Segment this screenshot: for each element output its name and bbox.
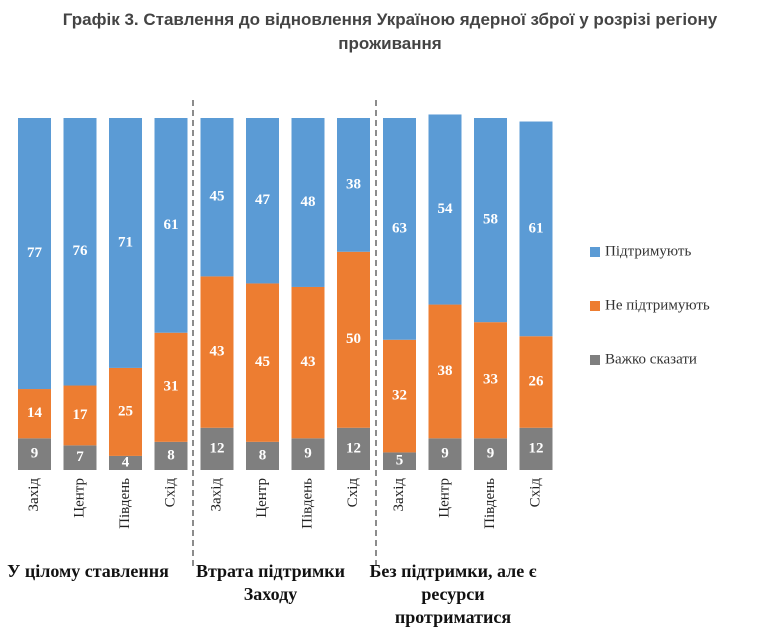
- bar-segment: [428, 438, 462, 470]
- bar-segment: [291, 286, 325, 439]
- bar-segment: [63, 445, 97, 470]
- x-tick-label: Схід: [162, 478, 178, 508]
- group-label: Без підтримки, але є ресурси протриматис…: [369, 561, 537, 627]
- x-tick-label: Захід: [391, 478, 407, 512]
- x-tick-label: Захід: [208, 478, 224, 512]
- value-label: 8: [167, 447, 175, 463]
- bar-segment: [383, 118, 416, 340]
- value-label: 9: [304, 446, 312, 462]
- value-label: 26: [529, 373, 545, 389]
- x-tick-label: Південь: [482, 478, 498, 529]
- value-label: 43: [210, 344, 225, 360]
- value-label: 61: [529, 220, 544, 236]
- bar-segment: [63, 118, 97, 386]
- value-label: 38: [438, 363, 453, 379]
- bar-segment: [154, 332, 188, 442]
- bar-segment: [474, 118, 507, 323]
- value-label: 31: [164, 379, 179, 395]
- value-label: 25: [118, 403, 133, 419]
- value-label: 17: [73, 407, 89, 423]
- value-label: 63: [392, 220, 407, 236]
- bar-segment: [337, 118, 370, 252]
- legend-label: Підтримують: [605, 243, 691, 259]
- bar-segment: [200, 427, 234, 470]
- value-label: 61: [164, 217, 179, 233]
- bar-segment: [109, 367, 142, 456]
- value-label: 8: [259, 447, 267, 463]
- legend-label: Важко сказати: [605, 351, 697, 367]
- bar-segment: [154, 441, 188, 470]
- bar-segment: [428, 114, 462, 305]
- value-label: 9: [441, 446, 449, 462]
- value-label: 71: [118, 234, 133, 250]
- legend-swatch: [590, 247, 600, 257]
- value-label: 33: [483, 372, 498, 388]
- bar-segment: [383, 452, 416, 470]
- bar-segment: [246, 118, 279, 284]
- bar-segment: [200, 276, 234, 428]
- x-tick-label: Центр: [254, 478, 270, 518]
- value-label: 12: [346, 440, 361, 456]
- bar-segment: [291, 438, 325, 470]
- bar-segment: [337, 251, 370, 428]
- bar-segment: [246, 441, 279, 470]
- bar-segment: [337, 427, 370, 470]
- value-label: 9: [31, 446, 39, 462]
- x-tick-label: Схід: [527, 478, 543, 508]
- bar-segment: [291, 118, 325, 287]
- value-label: 47: [255, 192, 271, 208]
- bar-segment: [519, 427, 553, 470]
- bar-segment: [154, 118, 188, 333]
- x-tick-label: Схід: [345, 478, 361, 508]
- bar-segment: [18, 118, 51, 390]
- bar-segment: [109, 118, 142, 368]
- value-label: 4: [122, 454, 130, 470]
- bar-segment: [474, 438, 507, 470]
- bar-segment: [519, 336, 553, 428]
- x-tick-label: Захід: [26, 478, 42, 512]
- value-label: 50: [346, 331, 361, 347]
- value-label: 38: [346, 176, 361, 192]
- value-label: 77: [27, 245, 43, 261]
- bar-segment: [18, 438, 51, 470]
- value-label: 48: [301, 194, 316, 210]
- bar-segment: [246, 283, 279, 442]
- value-label: 45: [210, 189, 225, 205]
- value-label: 12: [529, 440, 544, 456]
- x-tick-label: Центр: [436, 478, 452, 518]
- x-tick-label: Центр: [71, 478, 87, 518]
- value-label: 9: [487, 446, 495, 462]
- group-label: У цілому ставлення: [7, 561, 169, 581]
- x-tick-label: Південь: [117, 478, 133, 529]
- value-label: 12: [210, 440, 225, 456]
- value-label: 7: [76, 449, 84, 465]
- value-label: 14: [27, 405, 43, 421]
- chart-title: Графік 3. Ставлення до відновлення Украї…: [62, 10, 718, 53]
- legend-swatch: [590, 301, 600, 311]
- value-label: 32: [392, 388, 407, 404]
- bar-segment: [63, 385, 97, 446]
- value-label: 5: [396, 453, 404, 469]
- value-label: 43: [301, 354, 316, 370]
- value-label: 76: [73, 243, 89, 259]
- value-label: 54: [438, 201, 454, 217]
- bar-segment: [200, 118, 234, 277]
- bar-segment: [109, 455, 142, 470]
- bar-segment: [383, 339, 416, 453]
- value-label: 58: [483, 212, 498, 228]
- bar-segment: [428, 304, 462, 439]
- group-label: Втрата підтримки Заходу: [195, 561, 346, 604]
- legend-label: Не підтримують: [605, 297, 710, 313]
- value-label: 45: [255, 354, 270, 370]
- legend-swatch: [590, 355, 600, 365]
- x-tick-label: Південь: [299, 478, 315, 529]
- bar-segment: [519, 121, 553, 337]
- bar-segment: [474, 322, 507, 439]
- bar-segment: [18, 389, 51, 439]
